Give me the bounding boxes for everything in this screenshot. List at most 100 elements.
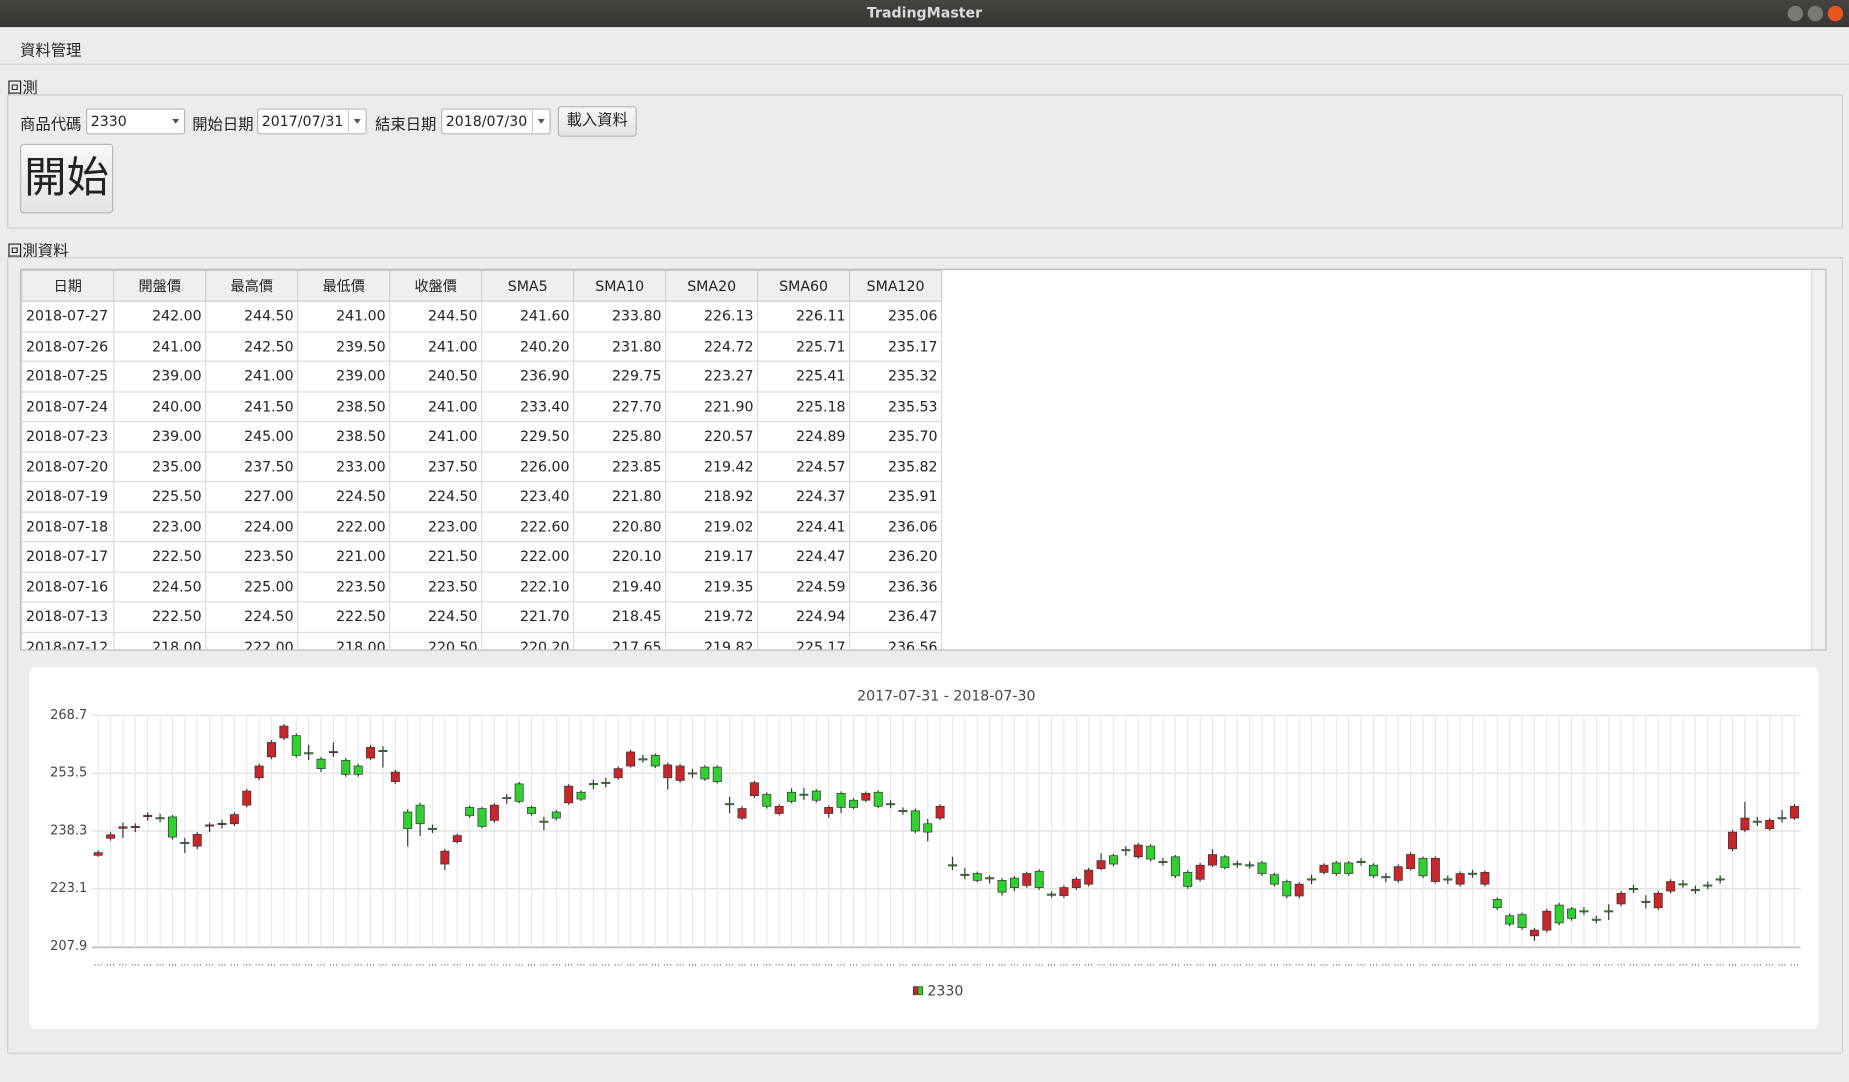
x-tick-label: ... [1344, 957, 1353, 968]
candle-body [427, 827, 437, 830]
symbol-combobox[interactable]: 2330 [86, 108, 186, 135]
load-button[interactable]: 載入資料 [557, 106, 637, 137]
candle-body [1777, 817, 1787, 820]
x-tick-label: ... [180, 957, 189, 968]
x-tick-label: ... [1778, 957, 1787, 968]
table-row: 2018-07-20 235.00 237.50 233.00 237.50 226.00… [21, 450, 943, 483]
maximize-button[interactable] [1807, 5, 1824, 22]
x-tick-label: ... [1171, 957, 1180, 968]
table-cell: 231.80 [573, 330, 667, 362]
candle-body [935, 805, 945, 819]
chart: 2017-07-31 - 2018-07-30 207.9 223.1 238.3 25… [50, 689, 1801, 999]
candle-body [960, 873, 970, 876]
table-cell: 223.50 [389, 571, 483, 603]
x-tick-label: ... [366, 957, 375, 968]
x-tick-label: ... [1022, 957, 1031, 968]
candle-body [749, 782, 759, 796]
x-tick-label: ... [1604, 957, 1613, 968]
table-cell: 236.36 [849, 571, 943, 603]
start-button[interactable]: 開始 [20, 143, 114, 214]
table-cell: 236.06 [849, 510, 943, 543]
x-tick-label: ... [886, 957, 895, 968]
x-tick-label: ... [985, 957, 994, 968]
column-header: SMA120 [849, 269, 943, 302]
table-cell: 233.80 [573, 300, 667, 332]
candle-body [898, 810, 908, 812]
table-cell: 218.00 [297, 631, 391, 650]
x-tick-label: ... [923, 957, 932, 968]
table-cell: 240.50 [389, 360, 483, 392]
x-tick-label: ... [1146, 957, 1155, 968]
table-cell: 241.60 [481, 300, 575, 332]
candle-body [415, 804, 425, 825]
x-tick-label: ... [1072, 957, 1081, 968]
candle-body [551, 811, 561, 819]
table-cell: 245.00 [205, 420, 299, 453]
candle-body [675, 765, 685, 781]
x-tick-label: ... [960, 957, 969, 968]
candle-body [638, 758, 648, 761]
table-cell: 244.50 [205, 300, 299, 332]
candle-body [1269, 874, 1279, 885]
x-tick-label: ... [416, 957, 425, 968]
table-cell: 239.00 [113, 420, 207, 453]
table-cell: 233.40 [481, 390, 575, 422]
x-tick-label: ... [1431, 957, 1440, 968]
table-cell: 240.00 [113, 390, 207, 422]
table-row: 2018-07-27 242.00 244.50 241.00 244.50 241.60… [21, 300, 943, 332]
y-tick-label: 207.9 [50, 939, 87, 954]
x-tick-label: ... [738, 957, 747, 968]
candle-body [910, 810, 920, 832]
backtest-group [7, 94, 1844, 229]
scrollbar[interactable] [1811, 269, 1826, 650]
table-row: 2018-07-13 222.50 224.50 222.50 224.50 221.70… [21, 601, 943, 633]
candle-body [650, 755, 660, 767]
candle-body [1789, 805, 1799, 819]
candle-body [1257, 862, 1267, 874]
x-tick-label: ... [1790, 957, 1799, 968]
table-cell: 217.65 [573, 631, 667, 650]
candle-body [1468, 872, 1478, 875]
group-title: 回測 [7, 80, 38, 98]
close-button[interactable] [1827, 5, 1844, 22]
candle-body [626, 751, 636, 767]
field-label: 結束日期 [374, 116, 437, 135]
x-tick-label: ... [440, 957, 449, 968]
candle-body [1368, 864, 1378, 877]
candle-body [1443, 878, 1453, 881]
candle-body [291, 735, 301, 756]
table-row: 2018-07-16 224.50 225.00 223.50 223.50 222.10… [21, 571, 943, 603]
candle-body [663, 764, 673, 779]
candle-body [1393, 866, 1403, 881]
data-table: 日期 開盤價 最高價 最低價 收盤價 SMA5 SMA10 SMA20 SMA60 SMA120 2… [20, 268, 1827, 651]
table-cell: 239.50 [297, 330, 391, 362]
candle-body [1319, 864, 1329, 873]
table-row: 2018-07-25 239.00 241.00 239.00 240.50 236.90… [21, 360, 943, 392]
candle-body [1492, 899, 1502, 909]
end-date-edit[interactable]: 2018/07/30 [441, 108, 551, 135]
table-cell: 219.35 [665, 571, 759, 603]
x-tick-label: ... [1220, 957, 1229, 968]
table-cell: 223.50 [297, 571, 391, 603]
x-tick-label: ... [539, 957, 548, 968]
x-tick-label: ... [1456, 957, 1465, 968]
x-tick-label: ... [242, 957, 251, 968]
table-cell: 236.56 [849, 631, 943, 650]
x-tick-label: ... [1245, 957, 1254, 968]
x-tick-label: ... [279, 957, 288, 968]
candle-body [1133, 844, 1143, 858]
x-tick-label: ... [1518, 957, 1527, 968]
table-cell: 241.00 [389, 330, 483, 362]
start-date-edit[interactable]: 2017/07/31 [257, 108, 367, 135]
table-cell: 218.45 [573, 601, 667, 633]
x-tick-label: ... [750, 957, 759, 968]
candle-body [1344, 862, 1354, 874]
table-cell: 235.53 [849, 390, 943, 422]
x-tick-label: ... [638, 957, 647, 968]
candle-body [1208, 854, 1217, 866]
x-tick-label: ... [1468, 957, 1477, 968]
candle-body [1096, 860, 1106, 869]
minimize-button[interactable] [1787, 5, 1803, 22]
menu-item[interactable]: 資料管理 [20, 42, 82, 61]
